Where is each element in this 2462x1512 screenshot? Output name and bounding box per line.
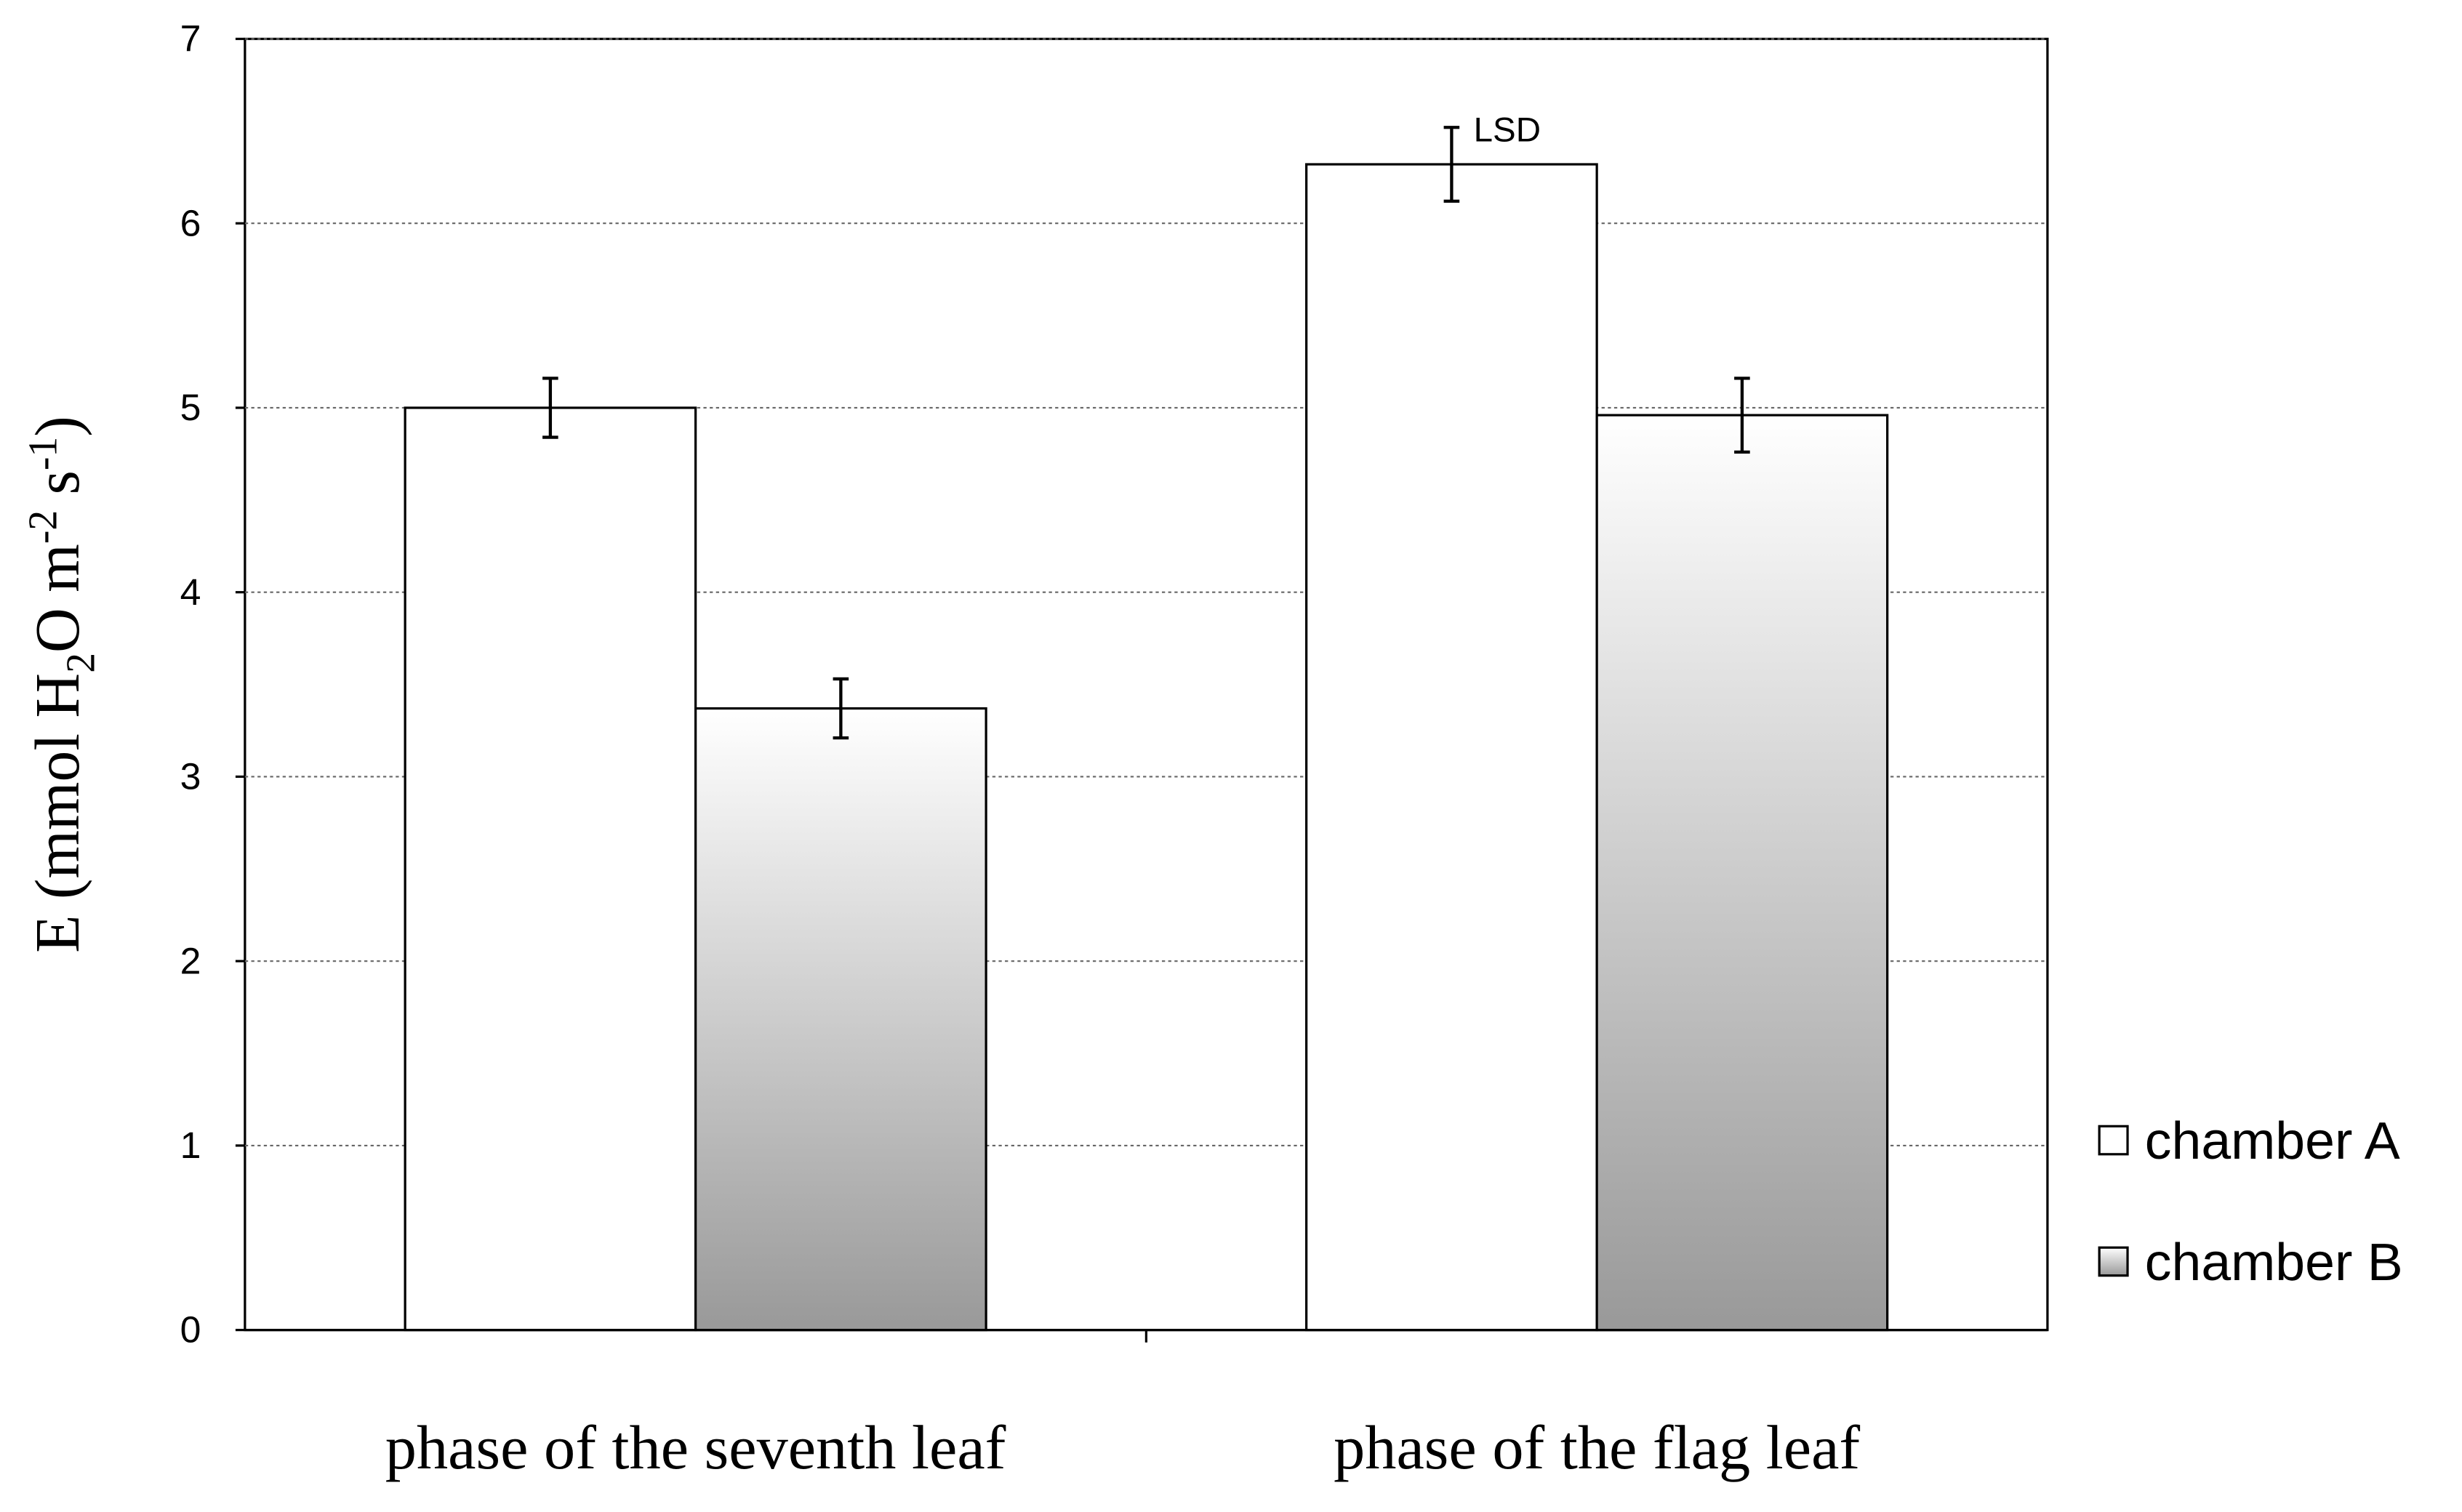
error-bar (833, 677, 849, 740)
y-axis-label: E (mmol H2O m-2 s-1) (21, 416, 104, 953)
legend-label: chamber B (2145, 1233, 2403, 1292)
y-tick-label: 7 (180, 17, 201, 60)
error-bar (1443, 126, 1460, 203)
bar (1595, 414, 1889, 1332)
y-tick-label: 3 (180, 755, 201, 797)
legend-label: chamber A (2145, 1112, 2400, 1171)
y-tick-label: 1 (180, 1124, 201, 1166)
y-tick-label: 2 (180, 939, 201, 981)
y-tick-label: 0 (180, 1308, 201, 1351)
legend-swatch (2098, 1246, 2129, 1277)
error-bar (1734, 377, 1750, 454)
bar (404, 406, 697, 1332)
bar (1305, 163, 1598, 1332)
annotation: LSD (1474, 111, 1541, 150)
x-tick-label: phase of the seventh leaf (385, 1412, 1006, 1482)
y-tick-label: 6 (180, 202, 201, 244)
y-tick-label: 4 (180, 571, 201, 613)
error-bar (542, 377, 558, 439)
y-tick-label: 5 (180, 386, 201, 428)
bar (694, 707, 987, 1332)
x-tick-label: phase of the flag leaf (1334, 1412, 1860, 1482)
legend-swatch (2098, 1125, 2129, 1156)
